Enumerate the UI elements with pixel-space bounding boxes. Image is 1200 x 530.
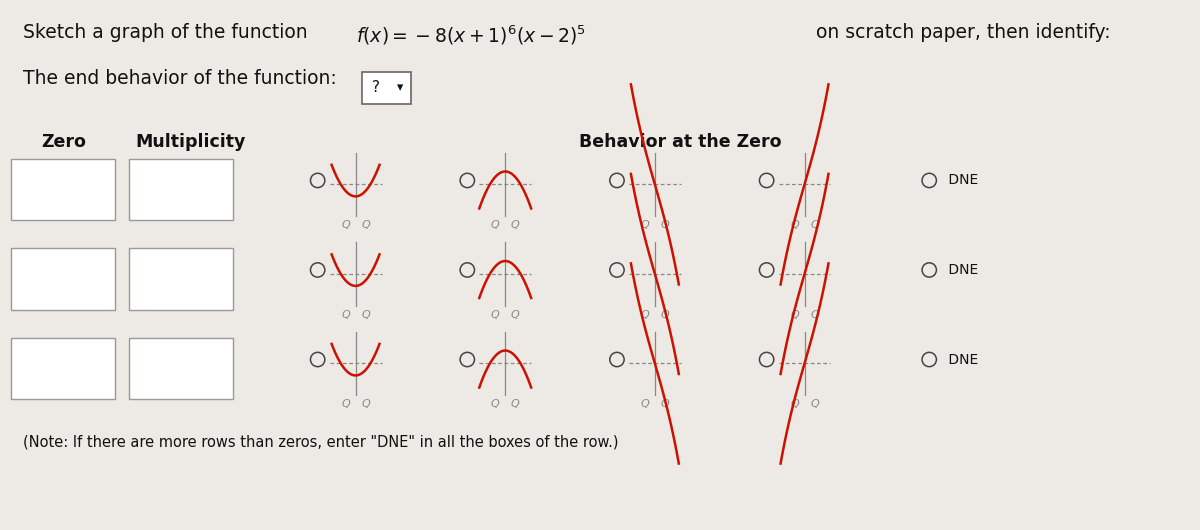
Text: Q: Q bbox=[660, 310, 670, 320]
Text: Q: Q bbox=[361, 399, 370, 409]
Text: Behavior at the Zero: Behavior at the Zero bbox=[578, 132, 781, 151]
Text: Q: Q bbox=[491, 310, 499, 320]
Text: Sketch a graph of the function: Sketch a graph of the function bbox=[23, 23, 314, 42]
Text: Q: Q bbox=[491, 399, 499, 409]
FancyBboxPatch shape bbox=[361, 72, 412, 104]
Text: Q: Q bbox=[511, 220, 520, 230]
Text: Q: Q bbox=[641, 220, 649, 230]
Text: Q: Q bbox=[341, 310, 350, 320]
Text: Q: Q bbox=[341, 220, 350, 230]
Text: Q: Q bbox=[790, 220, 799, 230]
FancyBboxPatch shape bbox=[130, 338, 233, 399]
Text: (Note: If there are more rows than zeros, enter "DNE" in all the boxes of the ro: (Note: If there are more rows than zeros… bbox=[23, 434, 619, 449]
Text: Multiplicity: Multiplicity bbox=[136, 132, 246, 151]
Text: DNE: DNE bbox=[944, 352, 978, 367]
Text: Q: Q bbox=[810, 310, 818, 320]
FancyBboxPatch shape bbox=[11, 338, 115, 399]
Text: DNE: DNE bbox=[944, 173, 978, 188]
Text: Q: Q bbox=[641, 310, 649, 320]
Text: Q: Q bbox=[810, 399, 818, 409]
Text: Q: Q bbox=[660, 399, 670, 409]
Text: Q: Q bbox=[511, 310, 520, 320]
Text: Q: Q bbox=[660, 220, 670, 230]
Text: DNE: DNE bbox=[944, 263, 978, 277]
Text: ?: ? bbox=[372, 81, 379, 95]
Text: Q: Q bbox=[790, 399, 799, 409]
Text: Q: Q bbox=[790, 310, 799, 320]
Text: Q: Q bbox=[511, 399, 520, 409]
FancyBboxPatch shape bbox=[11, 248, 115, 310]
Text: Q: Q bbox=[810, 220, 818, 230]
Text: Q: Q bbox=[361, 310, 370, 320]
Text: Q: Q bbox=[341, 399, 350, 409]
Text: Q: Q bbox=[491, 220, 499, 230]
Text: ▾: ▾ bbox=[397, 82, 403, 94]
FancyBboxPatch shape bbox=[130, 158, 233, 220]
Text: $f(x) = -8(x+1)^{6}(x-2)^{5}$: $f(x) = -8(x+1)^{6}(x-2)^{5}$ bbox=[355, 23, 586, 47]
Text: Q: Q bbox=[641, 399, 649, 409]
Text: Zero: Zero bbox=[41, 132, 85, 151]
FancyBboxPatch shape bbox=[130, 248, 233, 310]
Text: The end behavior of the function:: The end behavior of the function: bbox=[23, 69, 337, 88]
Text: Q: Q bbox=[361, 220, 370, 230]
FancyBboxPatch shape bbox=[11, 158, 115, 220]
Text: on scratch paper, then identify:: on scratch paper, then identify: bbox=[810, 23, 1110, 42]
